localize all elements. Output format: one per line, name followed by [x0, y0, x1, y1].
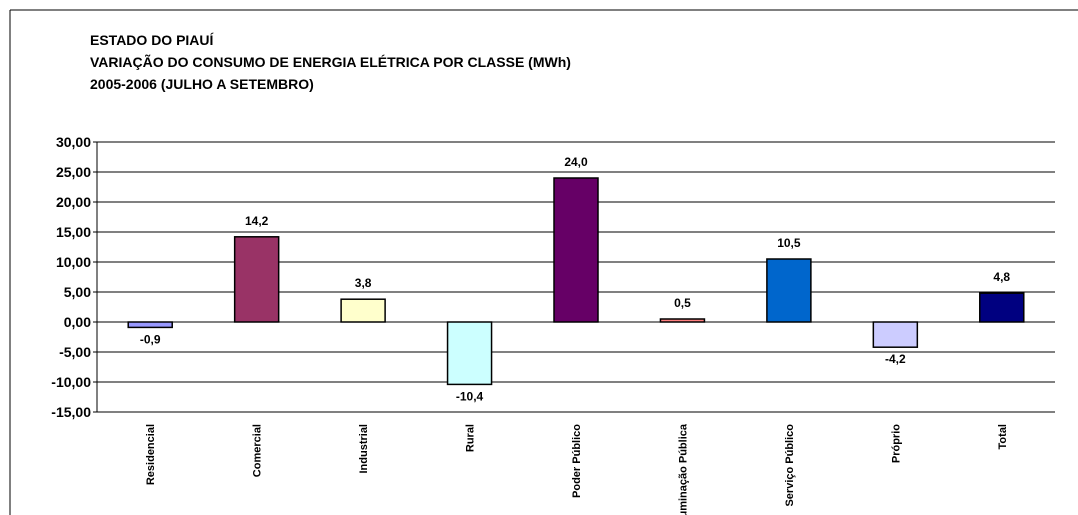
value-label: 3,8: [355, 276, 372, 290]
x-tick-label: Iluminação Pública: [677, 423, 689, 515]
bar: [553, 177, 599, 323]
bar: [766, 258, 812, 323]
value-label: -0,9: [140, 332, 161, 346]
y-tick-label: -10,00: [51, 374, 91, 390]
y-tick-label: 25,00: [56, 164, 91, 180]
x-tick-label: Comercial: [252, 424, 264, 477]
bar: [127, 321, 173, 329]
bar: [659, 318, 706, 323]
chart-period: 2005-2006 (JULHO A SETEMBRO): [90, 76, 314, 92]
bar: [233, 236, 280, 323]
x-tick-label: Residencial: [145, 424, 157, 485]
value-label: -4,2: [885, 352, 906, 366]
chart-subtitle: VARIAÇÃO DO CONSUMO DE ENERGIA ELÉTRICA …: [90, 53, 571, 70]
value-label: 4,8: [993, 270, 1010, 284]
x-tick-label: Poder Público: [571, 424, 583, 498]
y-tick-label: 30,00: [56, 134, 91, 150]
value-label: 14,2: [245, 214, 269, 228]
bar: [872, 321, 919, 348]
bar: [979, 292, 1025, 323]
x-tick-label: Rural: [465, 424, 477, 452]
value-label: 0,5: [674, 296, 691, 310]
value-label: -10,4: [456, 389, 484, 403]
y-tick-label: 0,00: [64, 314, 91, 330]
y-tick-label: 20,00: [56, 194, 91, 210]
value-label: 24,0: [564, 155, 588, 169]
x-tick-label: Industrial: [358, 424, 370, 474]
x-tick-label: Próprio: [890, 424, 902, 463]
chart-title: ESTADO DO PIAUÍ: [90, 32, 215, 48]
y-tick-label: 15,00: [56, 224, 91, 240]
y-tick-label: 10,00: [56, 254, 91, 270]
value-label: 10,5: [777, 236, 801, 250]
x-tick-label: Total: [997, 424, 1009, 449]
y-tick-label: -15,00: [51, 404, 91, 420]
x-tick-label: Serviço Público: [784, 424, 796, 507]
y-tick-label: -5,00: [59, 344, 91, 360]
y-tick-label: 5,00: [64, 284, 91, 300]
bar: [446, 321, 493, 386]
bar: [340, 298, 386, 323]
